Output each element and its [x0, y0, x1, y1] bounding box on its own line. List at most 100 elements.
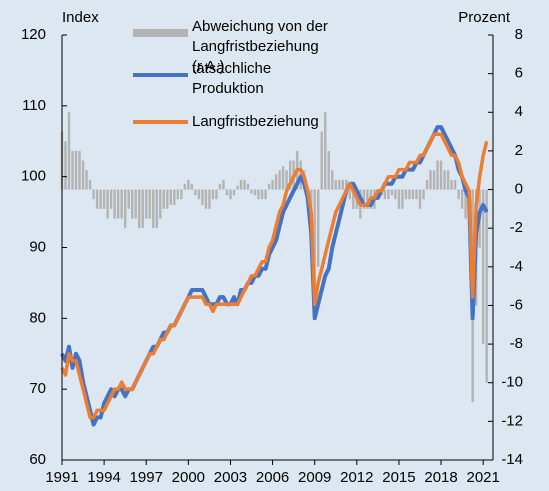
bar	[278, 170, 281, 190]
y-tick-label: 100	[21, 168, 46, 185]
bar	[345, 179, 348, 190]
bar	[327, 150, 330, 190]
bar	[397, 189, 401, 209]
bar	[239, 179, 243, 190]
bar	[159, 189, 162, 219]
bar	[436, 160, 439, 190]
bar	[211, 189, 215, 200]
y2-tick-label: -4	[510, 258, 523, 275]
bar	[236, 185, 239, 190]
legend-label: Langfristbeziehung	[192, 113, 319, 130]
bar	[74, 150, 78, 190]
bar	[120, 189, 123, 219]
y-tick-label: 110	[22, 97, 46, 114]
bar	[453, 179, 457, 190]
bar	[274, 174, 278, 190]
bar	[366, 189, 369, 209]
bar	[446, 170, 450, 190]
bar	[201, 189, 204, 205]
x-tick-label: 1997	[130, 469, 163, 486]
bar	[176, 189, 180, 200]
bar	[285, 170, 288, 190]
legend-label-line: (r.A.)	[192, 58, 225, 75]
bar	[78, 150, 81, 190]
bar	[71, 150, 74, 190]
bar	[183, 183, 187, 190]
legend-label-line: Langfristbeziehung	[192, 38, 319, 55]
y2-tick-label: -6	[510, 296, 523, 313]
bar	[138, 189, 141, 229]
y2-tick-label: -10	[501, 374, 523, 391]
x-tick-label: 2000	[172, 469, 205, 486]
bar	[348, 189, 352, 200]
bar	[267, 183, 271, 190]
bar	[218, 183, 222, 190]
bar	[418, 189, 422, 209]
bar	[99, 189, 102, 209]
bar	[113, 189, 116, 219]
bar	[222, 179, 225, 190]
bar	[166, 189, 169, 209]
bar	[123, 189, 127, 229]
legend-label-line: Abweichung von der	[192, 18, 328, 35]
bar	[422, 189, 425, 200]
bar	[194, 189, 197, 196]
bar	[148, 189, 151, 219]
bar	[334, 179, 337, 190]
y-tick-label: 80	[29, 309, 46, 326]
bar	[281, 166, 285, 190]
x-tick-label: 2003	[214, 469, 247, 486]
bar	[408, 189, 411, 200]
bar	[383, 189, 387, 200]
bar	[425, 179, 429, 190]
bar	[450, 179, 453, 190]
bar	[257, 189, 260, 200]
bar	[260, 189, 264, 200]
line	[60, 132, 489, 420]
bar	[324, 112, 327, 190]
bar	[331, 170, 334, 190]
x-tick-label: 2006	[256, 469, 289, 486]
bar	[64, 141, 67, 190]
bar	[208, 189, 211, 209]
legend-label-line: tatsächliche	[192, 60, 271, 77]
y-tick-label: 60	[29, 451, 46, 468]
y2-tick-label: -12	[501, 412, 523, 429]
bar	[464, 189, 467, 219]
bar	[481, 189, 485, 345]
y-tick-label: 90	[29, 238, 46, 255]
y2-axis-label: Prozent	[458, 9, 511, 26]
bar	[429, 170, 432, 190]
bar	[145, 189, 148, 219]
bar	[341, 179, 344, 190]
bar	[362, 189, 366, 209]
bar	[243, 179, 246, 190]
x-tick-label: 1991	[45, 469, 78, 486]
bar	[394, 189, 397, 200]
bar	[352, 189, 355, 209]
bar	[411, 189, 415, 200]
bar	[187, 179, 190, 190]
y2-tick-label: 8	[515, 26, 523, 43]
bar	[92, 189, 95, 200]
bar	[264, 189, 267, 200]
y2-tick-label: 0	[515, 181, 523, 198]
bar	[439, 160, 443, 190]
bar	[95, 189, 99, 209]
bar	[232, 189, 236, 196]
y-tick-label: 120	[21, 26, 46, 43]
bar	[288, 160, 292, 190]
line	[60, 125, 489, 427]
bar	[460, 189, 464, 209]
bar	[432, 170, 436, 190]
bar	[317, 189, 320, 267]
bar	[387, 189, 390, 200]
bar	[102, 189, 106, 209]
bar	[271, 179, 274, 190]
bar	[127, 189, 130, 209]
bar	[190, 183, 194, 190]
y2-tick-label: 2	[515, 142, 523, 159]
bar	[130, 189, 134, 219]
y-axis-label: Index	[62, 9, 99, 26]
y2-tick-label: -2	[510, 219, 523, 236]
